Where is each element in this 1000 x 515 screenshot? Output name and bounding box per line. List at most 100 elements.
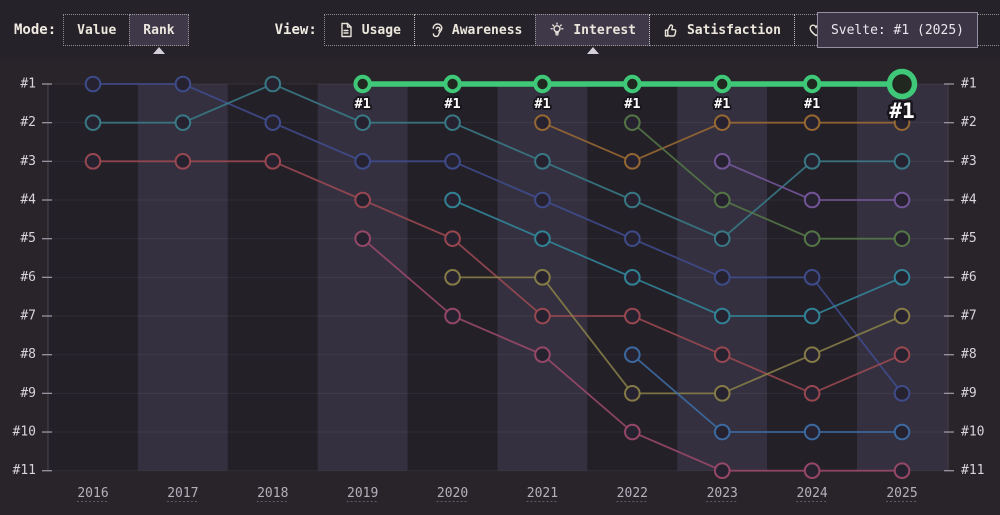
data-point-series-teal-2024[interactable] xyxy=(803,153,821,170)
data-point-series-indigo-2020[interactable] xyxy=(444,153,461,170)
data-point-series-indigo-2017[interactable] xyxy=(174,75,192,93)
data-point-series-red-2021[interactable] xyxy=(534,307,551,325)
data-point-series-red-2022[interactable] xyxy=(624,307,641,325)
data-point-series-teal-2016[interactable] xyxy=(84,114,102,131)
data-point-series-olive-2022[interactable] xyxy=(624,385,641,402)
data-point-series-green-2023[interactable] xyxy=(713,191,731,209)
x-axis-label[interactable]: 2020 xyxy=(437,486,468,501)
series-line-series-green[interactable] xyxy=(631,122,902,240)
data-point-series-olive-2024[interactable] xyxy=(803,346,821,363)
y-axis-label-left: #9 xyxy=(20,386,36,401)
y-axis-label-right: #2 xyxy=(961,115,977,130)
mode-value-button[interactable]: Value xyxy=(63,14,131,46)
data-point-series-cyan-2024[interactable] xyxy=(803,307,821,325)
view-usage-button[interactable]: Usage xyxy=(323,14,415,46)
data-point-series-blue-2022[interactable] xyxy=(624,346,641,363)
data-point-Svelte-2024[interactable] xyxy=(802,74,822,94)
data-point-series-teal-2025[interactable] xyxy=(893,153,911,170)
x-axis-label[interactable]: 2018 xyxy=(257,486,288,501)
y-axis-label-left: #7 xyxy=(20,309,36,324)
data-point-series-indigo-2025[interactable] xyxy=(893,385,911,402)
data-point-series-indigo-2022[interactable] xyxy=(624,230,641,247)
view-usage-label: Usage xyxy=(361,22,401,38)
data-point-series-teal-2020[interactable] xyxy=(444,114,461,131)
data-point-Svelte-2020[interactable] xyxy=(443,74,462,94)
data-point-series-indigo-2021[interactable] xyxy=(534,191,551,209)
data-point-series-olive-2025[interactable] xyxy=(893,307,911,325)
series-line-series-blue[interactable] xyxy=(631,354,902,433)
data-point-series-pink-2020[interactable] xyxy=(444,307,461,325)
data-point-series-orange-2024[interactable] xyxy=(803,114,821,131)
data-point-series-orange-2021[interactable] xyxy=(534,114,551,131)
series-line-series-cyan[interactable] xyxy=(452,199,903,317)
data-point-series-red-2020[interactable] xyxy=(444,230,461,247)
x-axis-label[interactable]: 2021 xyxy=(527,486,558,501)
data-point-series-indigo-2019[interactable] xyxy=(354,153,371,170)
view-interest-button[interactable]: Interest xyxy=(535,14,650,46)
data-point-Svelte-2025[interactable] xyxy=(886,68,918,100)
x-axis-label[interactable]: 2023 xyxy=(707,486,738,501)
x-axis-label[interactable]: 2025 xyxy=(886,486,917,501)
data-point-series-teal-2022[interactable] xyxy=(624,191,641,209)
data-point-series-purple-2025[interactable] xyxy=(893,191,911,209)
data-point-series-pink-2025[interactable] xyxy=(893,462,911,480)
data-point-series-teal-2021[interactable] xyxy=(534,153,551,170)
data-point-series-purple-2024[interactable] xyxy=(803,191,821,209)
data-point-series-red-2019[interactable] xyxy=(354,191,371,209)
data-point-series-teal-2018[interactable] xyxy=(264,75,282,93)
data-point-series-red-2016[interactable] xyxy=(84,153,102,170)
data-point-series-orange-2023[interactable] xyxy=(713,114,731,131)
data-point-series-pink-2024[interactable] xyxy=(803,462,821,480)
data-point-series-cyan-2020[interactable] xyxy=(444,191,461,209)
data-point-series-red-2018[interactable] xyxy=(264,153,282,170)
x-axis-label[interactable]: 2022 xyxy=(617,486,648,501)
toolbar: Mode: Value Rank View: Usage Awareness xyxy=(0,0,1000,60)
x-axis-label[interactable]: 2016 xyxy=(77,486,108,501)
x-axis-label[interactable]: 2017 xyxy=(167,486,198,501)
data-point-series-cyan-2023[interactable] xyxy=(713,307,731,325)
data-point-Svelte-2019[interactable] xyxy=(353,74,372,94)
data-point-series-olive-2023[interactable] xyxy=(713,385,731,402)
view-interest-label: Interest xyxy=(573,22,636,38)
data-point-series-red-2023[interactable] xyxy=(713,346,731,363)
y-axis-label-left: #1 xyxy=(20,77,36,92)
data-point-series-red-2017[interactable] xyxy=(174,153,192,170)
series-line-series-teal[interactable] xyxy=(93,83,902,240)
data-point-series-indigo-2018[interactable] xyxy=(264,114,282,131)
point-rank-label-2024: #1 xyxy=(804,96,820,112)
data-point-Svelte-2021[interactable] xyxy=(533,74,552,94)
data-point-Svelte-2022[interactable] xyxy=(623,74,642,94)
x-axis-label[interactable]: 2019 xyxy=(347,486,378,501)
data-point-series-pink-2021[interactable] xyxy=(534,346,551,363)
data-point-series-indigo-2024[interactable] xyxy=(803,269,821,286)
data-point-series-indigo-2023[interactable] xyxy=(713,269,731,286)
data-point-series-green-2022[interactable] xyxy=(624,114,641,131)
data-point-series-red-2024[interactable] xyxy=(803,385,821,402)
data-point-series-teal-2019[interactable] xyxy=(354,114,371,131)
data-point-series-pink-2023[interactable] xyxy=(713,462,731,480)
data-point-series-cyan-2021[interactable] xyxy=(534,230,551,247)
data-point-series-red-2025[interactable] xyxy=(893,346,911,363)
data-point-series-purple-2023[interactable] xyxy=(713,153,731,170)
data-point-series-cyan-2022[interactable] xyxy=(624,269,641,286)
data-point-series-orange-2022[interactable] xyxy=(624,153,641,170)
data-point-series-blue-2024[interactable] xyxy=(803,423,821,441)
data-point-series-cyan-2025[interactable] xyxy=(893,269,911,286)
data-point-series-blue-2025[interactable] xyxy=(893,423,911,441)
data-point-series-green-2025[interactable] xyxy=(893,230,911,247)
data-point-series-green-2024[interactable] xyxy=(803,230,821,247)
mode-rank-button[interactable]: Rank xyxy=(129,14,189,46)
data-point-series-olive-2020[interactable] xyxy=(444,269,461,286)
data-point-Svelte-2023[interactable] xyxy=(713,74,732,94)
data-point-series-teal-2023[interactable] xyxy=(713,230,731,247)
view-satisfaction-button[interactable]: Satisfaction xyxy=(648,14,795,46)
view-awareness-button[interactable]: Awareness xyxy=(413,14,537,46)
data-point-series-pink-2022[interactable] xyxy=(624,423,641,441)
data-point-series-blue-2023[interactable] xyxy=(713,423,731,441)
data-point-series-orange-2025[interactable] xyxy=(893,114,911,131)
x-axis-label[interactable]: 2024 xyxy=(796,486,827,501)
data-point-series-olive-2021[interactable] xyxy=(534,269,551,286)
data-point-series-pink-2019[interactable] xyxy=(354,230,371,247)
data-point-series-indigo-2016[interactable] xyxy=(84,75,102,93)
data-point-series-teal-2017[interactable] xyxy=(174,114,192,131)
